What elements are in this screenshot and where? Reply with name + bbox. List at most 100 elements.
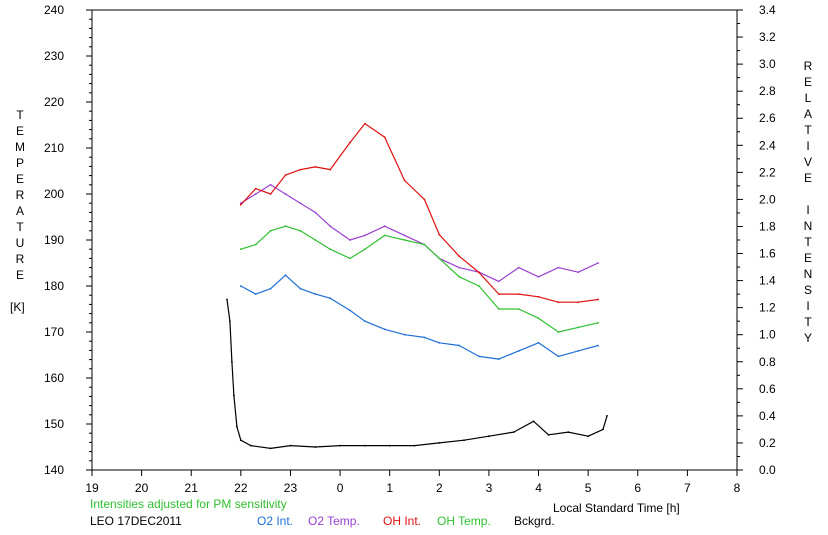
data-point: [423, 336, 426, 339]
axis-label-letter: A: [15, 204, 24, 218]
x-tick-label: 1: [386, 481, 393, 495]
data-point: [557, 266, 560, 269]
right-y-tick-label: 1.0: [759, 328, 776, 342]
data-point: [249, 444, 252, 447]
data-point: [284, 193, 287, 195]
data-point: [236, 425, 238, 428]
axis-label-letter: U: [15, 236, 25, 250]
data-point: [349, 239, 351, 241]
series-line-bckgrd: [226, 299, 608, 449]
data-point: [299, 287, 302, 290]
axis-label-letter: E: [803, 171, 812, 185]
right-y-tick-label: 3.2: [759, 30, 776, 44]
right-y-tick-label: 2.0: [759, 192, 776, 206]
data-point: [537, 295, 540, 298]
data-point: [239, 203, 242, 206]
right-y-tick-label: 1.4: [759, 274, 776, 288]
data-point: [364, 122, 366, 125]
x-axis-label: Local Standard Time [h]: [553, 501, 680, 515]
axis-label-letter: I: [806, 299, 810, 313]
data-point: [314, 293, 317, 295]
data-point: [269, 447, 272, 450]
right-y-tick-label: 0.2: [759, 436, 776, 450]
data-point: [299, 202, 302, 205]
axis-label-letter: L: [804, 91, 812, 105]
axis-label-letter: A: [803, 107, 812, 121]
data-point: [383, 234, 386, 237]
axis-label-letter: E: [15, 172, 24, 186]
series-line-oh-int: [240, 122, 599, 303]
data-point: [597, 344, 599, 347]
data-point: [458, 255, 461, 258]
data-point: [314, 166, 317, 168]
data-point: [597, 321, 599, 324]
data-point: [567, 431, 570, 433]
data-point: [364, 248, 366, 251]
data-point: [233, 394, 235, 397]
legend-oh-temp: OH Temp.: [437, 514, 491, 528]
data-point: [231, 360, 233, 363]
data-point: [557, 331, 560, 333]
axis-label-letter: I: [806, 203, 810, 217]
data-point: [438, 233, 441, 236]
note-text: Intensities adjusted for PM sensitivity: [90, 497, 287, 511]
data-point: [339, 444, 341, 447]
data-point: [314, 446, 317, 448]
data-point: [517, 350, 520, 352]
data-point: [254, 187, 257, 190]
data-point: [329, 297, 332, 300]
axis-label-letter: P: [15, 156, 24, 170]
left-y-tick-label: 140: [44, 463, 64, 477]
data-point: [463, 439, 465, 442]
data-point: [314, 211, 317, 214]
data-point: [239, 248, 242, 251]
left-y-tick-label: 240: [44, 3, 64, 17]
data-point: [364, 320, 366, 323]
legend-bckgrd: Bckgrd.: [514, 514, 555, 528]
left-y-tick-label: 170: [44, 325, 64, 339]
data-point: [329, 248, 332, 251]
x-tick-label: 21: [185, 481, 199, 495]
data-point: [229, 320, 231, 323]
data-point: [423, 198, 426, 201]
data-point: [349, 257, 351, 260]
x-tick-label: 5: [585, 481, 592, 495]
station-label: LEO 17DEC2011: [90, 514, 182, 528]
axis-label-letter: S: [803, 283, 812, 297]
axis-label-letter: E: [15, 268, 24, 282]
data-point: [383, 136, 386, 139]
data-point: [547, 433, 550, 436]
data-point: [587, 435, 590, 438]
left-y-tick-label: 210: [44, 141, 64, 155]
legend-o2-temp: O2 Temp.: [308, 514, 360, 528]
data-point: [423, 243, 426, 246]
data-point: [517, 293, 520, 295]
right-y-tick-label: 2.4: [759, 138, 776, 152]
data-point: [254, 293, 257, 295]
right-y-tick-label: 0.6: [759, 382, 776, 396]
data-point: [269, 183, 272, 186]
data-point: [478, 355, 480, 358]
series-line-o2-int: [240, 274, 599, 360]
data-point: [284, 225, 287, 228]
right-y-tick-label: 0.0: [759, 463, 776, 477]
right-y-tick-label: 3.4: [759, 3, 776, 17]
left-y-tick-label: 190: [44, 233, 64, 247]
data-point: [403, 333, 406, 336]
axis-label-letter: T: [16, 220, 24, 234]
data-point: [413, 444, 416, 447]
data-point: [537, 341, 540, 344]
data-point: [597, 298, 599, 301]
axis-label-letter: N: [803, 267, 813, 281]
left-y-tick-label: 200: [44, 187, 64, 201]
data-point: [458, 266, 461, 269]
data-point: [517, 308, 520, 310]
data-point: [284, 274, 287, 277]
data-point: [269, 193, 272, 195]
x-tick-label: 20: [135, 481, 149, 495]
axis-label-letter: M: [15, 140, 25, 154]
data-point: [537, 317, 540, 320]
data-point: [314, 239, 317, 241]
